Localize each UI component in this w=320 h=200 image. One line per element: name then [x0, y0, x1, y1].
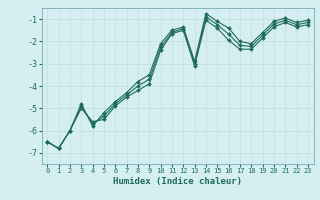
X-axis label: Humidex (Indice chaleur): Humidex (Indice chaleur) [113, 177, 242, 186]
